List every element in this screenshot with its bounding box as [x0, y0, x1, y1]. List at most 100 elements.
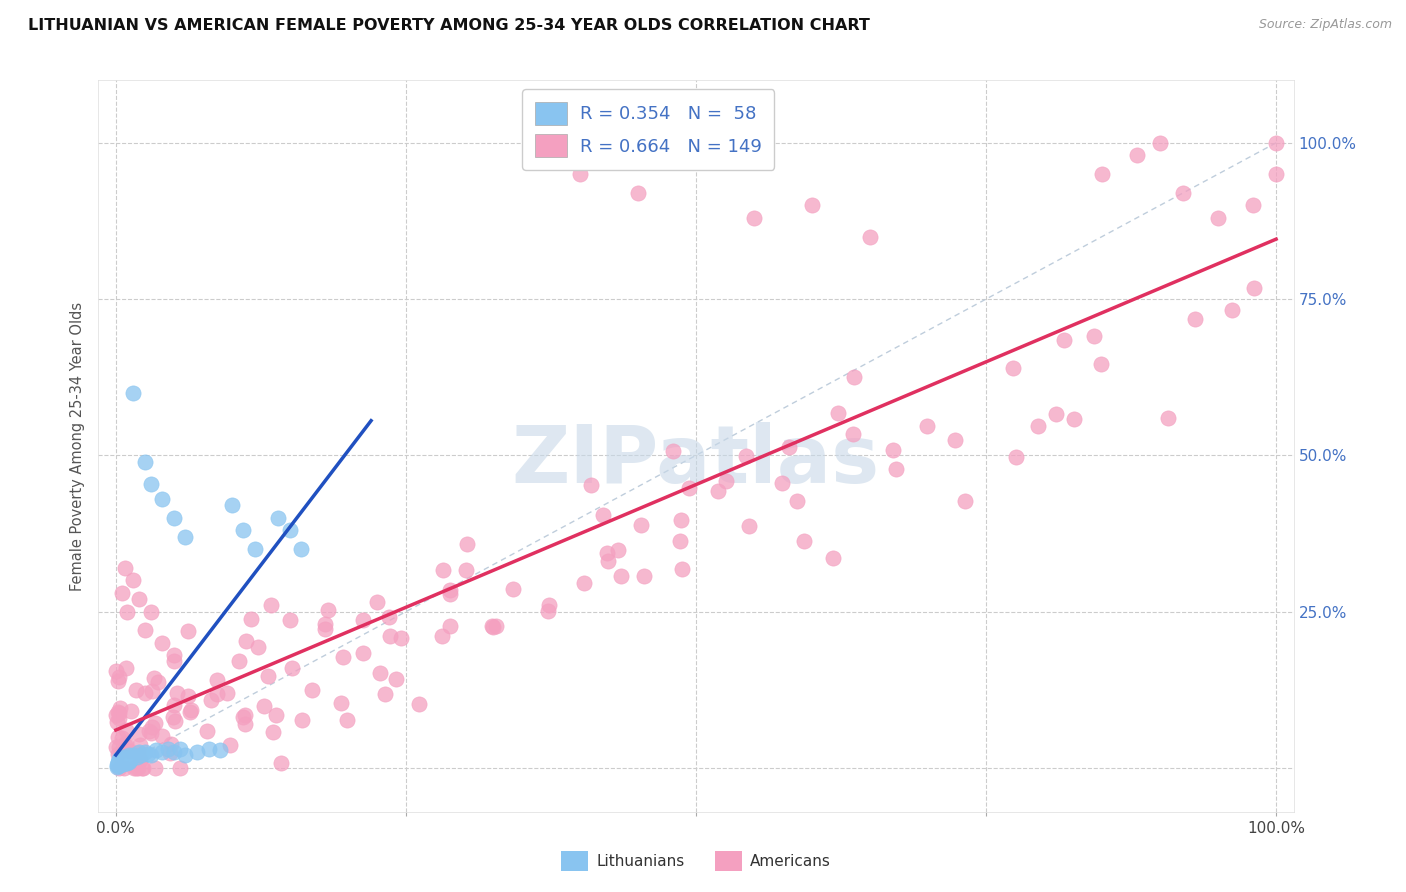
Point [163, 654, 186, 668]
Point [105, 714, 128, 729]
Point [115, 723, 138, 737]
Point [129, 753, 152, 767]
Point [627, 186, 650, 200]
Point [107, 674, 129, 689]
Point [281, 661, 304, 675]
Point [117, 755, 139, 769]
Point [610, 569, 633, 583]
Point [253, 698, 276, 713]
Point [1026, 419, 1049, 434]
Point [778, 440, 800, 454]
Point [502, 582, 524, 597]
Point [1053, 333, 1076, 347]
Point [1149, 136, 1171, 150]
Point [481, 620, 503, 634]
Point [1184, 312, 1206, 326]
Point [122, 385, 145, 400]
Point [111, 749, 134, 764]
Point [114, 561, 136, 575]
Point [1004, 450, 1026, 464]
Point [134, 686, 156, 700]
Point [232, 710, 254, 724]
Point [108, 761, 131, 775]
Point [136, 747, 159, 762]
Point [108, 754, 131, 768]
Point [1222, 303, 1244, 318]
Legend: Lithuanians, Americans: Lithuanians, Americans [555, 846, 837, 877]
Point [481, 619, 503, 633]
Point [669, 533, 692, 548]
Point [114, 751, 136, 765]
Point [117, 756, 139, 770]
Point [374, 687, 396, 701]
Point [107, 747, 129, 761]
Point [633, 569, 655, 583]
Point [1265, 136, 1288, 150]
Point [456, 537, 478, 551]
Point [108, 758, 131, 772]
Point [112, 761, 135, 775]
Point [207, 688, 229, 702]
Point [352, 614, 374, 628]
Point [1243, 281, 1265, 295]
Point [596, 546, 619, 560]
Point [859, 229, 882, 244]
Point [844, 369, 866, 384]
Point [125, 761, 148, 775]
Point [122, 574, 145, 588]
Point [159, 746, 181, 760]
Point [714, 475, 737, 489]
Point [1045, 407, 1067, 421]
Point [177, 624, 200, 638]
Point [157, 742, 180, 756]
Point [205, 673, 228, 687]
Point [1265, 167, 1288, 181]
Point [827, 406, 849, 420]
Point [112, 751, 135, 765]
Point [232, 524, 254, 538]
Point [107, 731, 129, 745]
Point [163, 714, 186, 729]
Point [330, 696, 353, 710]
Point [1126, 148, 1149, 162]
Point [139, 605, 162, 619]
Point [291, 713, 314, 727]
Point [264, 708, 287, 723]
Point [129, 738, 152, 752]
Point [1090, 357, 1112, 371]
Point [139, 748, 162, 763]
Point [200, 692, 222, 706]
Point [148, 675, 170, 690]
Point [112, 755, 135, 769]
Point [177, 690, 200, 704]
Point [1173, 186, 1195, 200]
Text: LITHUANIAN VS AMERICAN FEMALE POVERTY AMONG 25-34 YEAR OLDS CORRELATION CHART: LITHUANIAN VS AMERICAN FEMALE POVERTY AM… [28, 18, 870, 33]
Point [163, 745, 186, 759]
Point [141, 684, 163, 698]
Point [352, 646, 374, 660]
Point [118, 744, 141, 758]
Point [105, 760, 128, 774]
Point [179, 705, 201, 719]
Point [134, 745, 156, 759]
Point [111, 586, 134, 600]
Point [134, 624, 156, 638]
Point [134, 455, 156, 469]
Point [278, 524, 301, 538]
Point [197, 742, 219, 756]
Point [117, 751, 139, 765]
Point [685, 148, 707, 162]
Point [439, 587, 461, 601]
Point [186, 745, 208, 759]
Point [215, 686, 238, 700]
Point [120, 751, 142, 765]
Point [107, 759, 129, 773]
Point [243, 542, 266, 557]
Point [163, 648, 186, 663]
Point [239, 612, 262, 626]
Point [246, 640, 269, 654]
Point [260, 598, 283, 612]
Point [118, 754, 141, 768]
Point [174, 530, 197, 544]
Point [128, 727, 150, 741]
